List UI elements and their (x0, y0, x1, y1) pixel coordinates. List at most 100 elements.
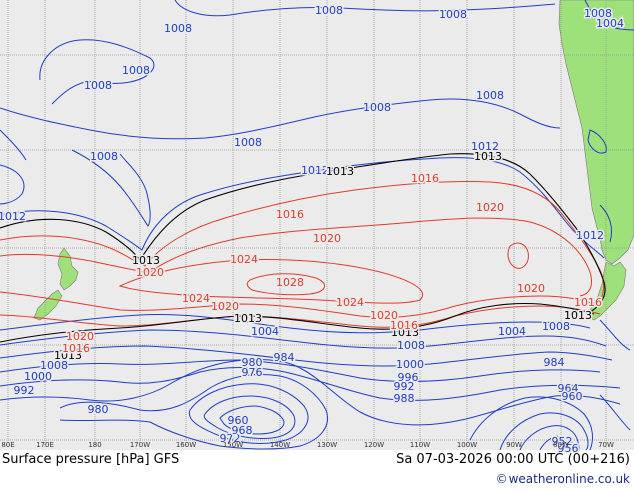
isobar-label-1008: 1008 (315, 4, 343, 17)
isobar-label-984: 984 (544, 356, 565, 369)
isobar-label-1008: 1008 (234, 136, 262, 149)
isobar-label-1020: 1020 (476, 201, 504, 214)
isobar-line-1012 (0, 157, 605, 259)
isobar-line-1008 (39, 39, 155, 105)
longitude-tick-label: 170E (36, 441, 54, 449)
isobar-label-1008: 1008 (164, 22, 192, 35)
isobar-label-1020: 1020 (313, 232, 341, 245)
isobar-line-1012 (599, 204, 613, 243)
isobar-label-1016: 1016 (62, 342, 90, 355)
isobar-label-1008: 1008 (542, 320, 570, 333)
isobar-label-992: 992 (394, 380, 415, 393)
isobar-label-1013: 1013 (132, 254, 160, 267)
isobar-line-1012 (0, 129, 27, 161)
credit-text: weatheronline.co.uk (508, 472, 630, 486)
isobar-line-996 (0, 345, 613, 367)
isobar-line-1012 (599, 319, 631, 351)
isobar-line-1028 (246, 273, 325, 296)
isobar-label-1013: 1013 (326, 165, 354, 178)
isobar-label-1016: 1016 (276, 208, 304, 221)
isobar-line-1004 (0, 313, 591, 334)
isobar-line-1008 (0, 98, 561, 140)
isobar-line-1008 (71, 149, 151, 227)
isobar-label-980: 980 (88, 403, 109, 416)
isobar-label-964: 964 (558, 382, 579, 395)
longitude-tick-label: 100W (457, 441, 477, 449)
ocean-background (0, 0, 634, 450)
longitude-tick-label: 110W (410, 441, 430, 449)
land-layer (33, 0, 634, 321)
isobar-label-1013: 1013 (564, 309, 592, 322)
isobar-label-956: 956 (558, 442, 579, 455)
isobar-label-1000: 1000 (396, 358, 424, 371)
isobar-line-992 (0, 359, 601, 383)
longitude-tick-label: 180 (88, 441, 101, 449)
isobar-label-1008: 1008 (397, 339, 425, 352)
isobar-label-1013: 1013 (474, 150, 502, 163)
longitude-tick-label: 80E (1, 441, 14, 449)
credit-link[interactable]: © weatheronline.co.uk (496, 472, 630, 486)
longitude-tick-label: 130W (317, 441, 337, 449)
isobar-line-980 (59, 374, 328, 450)
longitude-grid (7, 0, 607, 448)
isobar-label-1028: 1028 (276, 276, 304, 289)
longitude-tick-label: 80W (553, 441, 569, 449)
longitude-tick-layer: 80E 170E 180 170W 160W 150W 140W 130W 120W 110W 10… (1, 441, 614, 449)
isobar-label-1008: 1008 (584, 7, 612, 20)
isobar-line-1013 (0, 153, 606, 313)
isobar-label-960: 960 (562, 390, 583, 403)
isobar-label-1016: 1016 (574, 296, 602, 309)
isobar-line-1000 (0, 329, 607, 349)
longitude-tick-label: 70W (598, 441, 614, 449)
longitude-tick-label: 150W (223, 441, 243, 449)
longitude-tick-label: 170W (130, 441, 150, 449)
isobar-label-1020: 1020 (66, 330, 94, 343)
isobar-line-964 (599, 394, 631, 431)
isobar-line-1008 (587, 129, 607, 154)
isobar-label-1008: 1008 (40, 359, 68, 372)
isobar-label-1008: 1008 (439, 8, 467, 21)
isobar-label-1013: 1013 (234, 312, 262, 325)
isobar-line-972 (203, 395, 296, 439)
isobar-label-1008: 1008 (363, 101, 391, 114)
isobar-line-1020 (0, 291, 601, 318)
isobar-line-952 (539, 435, 575, 451)
isobar-label-1024: 1024 (230, 253, 258, 266)
isobar-line-984 (0, 359, 621, 426)
isobar-line-968 (219, 405, 285, 435)
isobar-label-1024: 1024 (182, 292, 210, 305)
isobar-label-1020: 1020 (211, 300, 239, 313)
isobar-label-988: 988 (394, 392, 415, 405)
isobar-line-1008 (174, 0, 556, 17)
valid-time-label: Sa 07-03-2026 00:00 UTC (00+216) (396, 452, 630, 467)
isobar-label-1013: 1013 (54, 349, 82, 362)
longitude-tick-label: 120W (364, 441, 384, 449)
isobar-line-964 (469, 396, 593, 451)
isobar-label-960: 960 (228, 414, 249, 427)
isobar-label-1008: 1008 (84, 79, 112, 92)
isobar-line-976 (188, 383, 309, 444)
isobar-label-1020: 1020 (136, 266, 164, 279)
new-zealand-south-island (33, 289, 63, 321)
isobar-label-1016: 1016 (411, 172, 439, 185)
map-title: Surface pressure [hPa] GFS (2, 452, 180, 467)
isobar-label-1012: 1012 (471, 140, 499, 153)
isobar-label-1008: 1008 (122, 64, 150, 77)
isobar-line-1013 (0, 302, 595, 343)
isobar-label-968: 968 (232, 424, 253, 437)
isobar-label-1004: 1004 (251, 325, 279, 338)
copyright-icon: © (495, 472, 508, 486)
isobar-line-956 (519, 425, 580, 451)
isobar-label-1020: 1020 (517, 282, 545, 295)
isobar-label-992: 992 (14, 384, 35, 397)
latitude-grid (0, 54, 634, 441)
isobar-line-1004 (584, 0, 634, 31)
isobar-line-988 (0, 367, 621, 401)
isobar-label-1024: 1024 (336, 296, 364, 309)
isobar-label-984: 984 (274, 351, 295, 364)
isobar-line-1008 (0, 164, 25, 205)
isobar-label-1012: 1012 (576, 229, 604, 242)
isobar-line-1020 (507, 242, 529, 269)
